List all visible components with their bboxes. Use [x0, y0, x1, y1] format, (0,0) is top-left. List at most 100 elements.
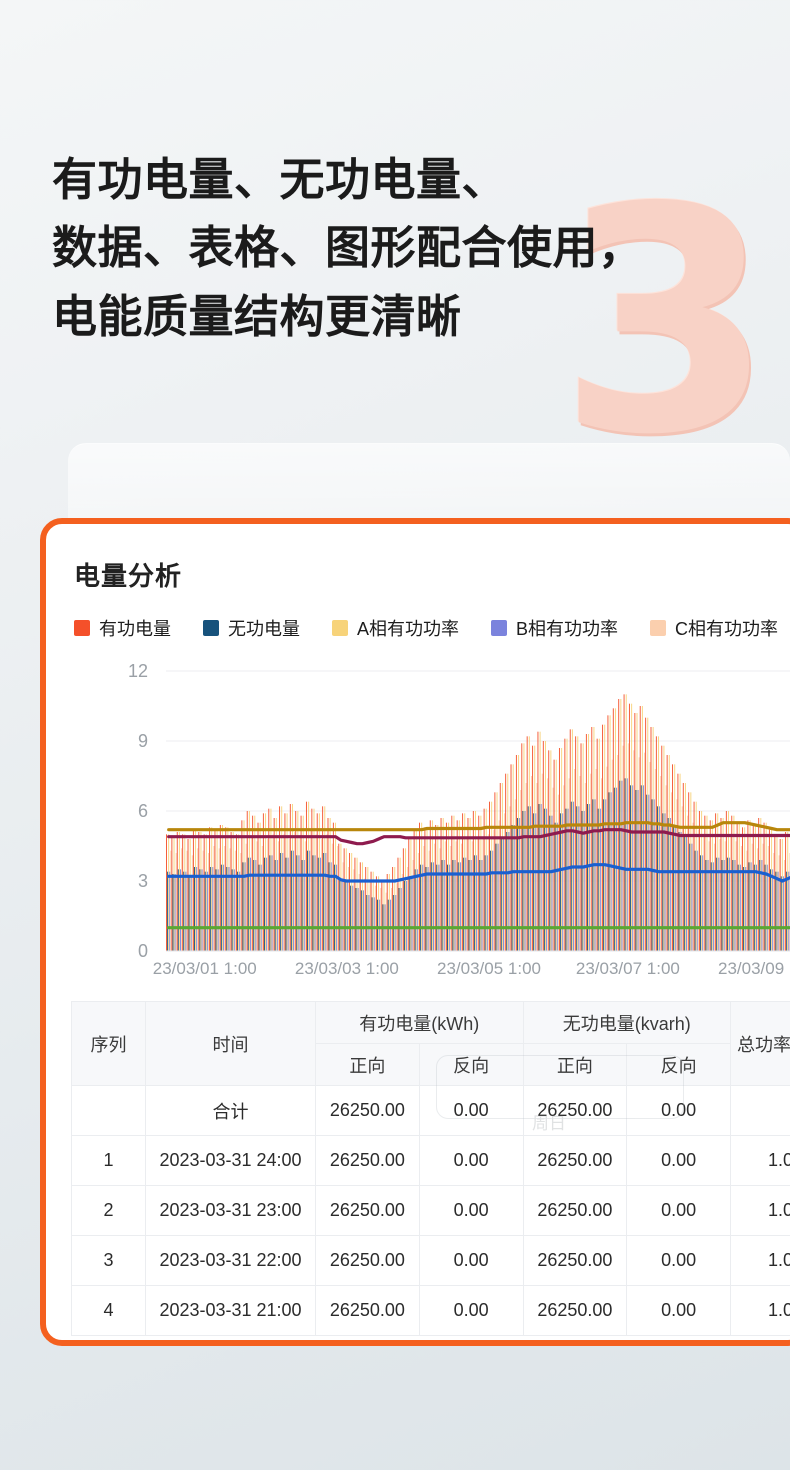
chart-bar [526, 736, 528, 951]
chart-bar [694, 850, 696, 951]
chart-bar [463, 857, 465, 951]
chart-bar [413, 829, 415, 951]
chart-bar [619, 780, 621, 951]
cell-active-reverse: 0.00 [418, 1235, 524, 1286]
chart-bar [199, 869, 201, 951]
chart-bar [522, 811, 524, 951]
chart-bar [256, 841, 258, 951]
chart-bar [561, 748, 563, 951]
chart-bar [373, 897, 375, 951]
x-axis-tick-label: 23/03/03 1:00 [294, 959, 399, 978]
chart-bar [421, 822, 423, 951]
chart-bar [765, 822, 767, 951]
chart-bar [229, 848, 231, 951]
chart-bar [721, 860, 723, 951]
legend-item-3[interactable]: A相有功功率 [332, 615, 459, 641]
chart-bar [385, 892, 387, 951]
legend-item-1[interactable]: 有功电量 [74, 615, 171, 641]
legend-item-5[interactable]: C相有功功率 [650, 615, 778, 641]
chart-bar [508, 832, 510, 951]
chart-bar [340, 843, 342, 951]
chart-bar [633, 750, 635, 951]
chart-bar [360, 890, 362, 951]
chart-bar [270, 808, 272, 951]
chart-bar [337, 846, 339, 951]
chart-bar [180, 869, 181, 951]
chart-bar [234, 850, 236, 951]
chart-bar [193, 867, 195, 951]
chart-bar [403, 881, 405, 951]
chart-bar [461, 843, 462, 951]
chart-bar [402, 848, 404, 951]
chart-bar [420, 864, 422, 951]
chart-bar [674, 764, 676, 951]
table-row[interactable]: 2 2023-03-31 23:00 26250.00 0.00 26250.00 0.0… [71, 1185, 790, 1236]
chart-bar [457, 862, 459, 951]
chart-bar [462, 813, 464, 951]
chart-bar [684, 783, 686, 951]
chart-bar [628, 703, 630, 951]
table-row[interactable]: 4 2023-03-31 21:00 26250.00 0.00 26250.00 0.0… [71, 1285, 790, 1336]
cell-power-factor: 1.0 [730, 1285, 790, 1336]
chart-bar [515, 755, 517, 951]
chart-bar [516, 818, 518, 951]
chart-bar [594, 799, 596, 951]
chart-bar [571, 729, 573, 951]
chart-bar [412, 860, 414, 951]
chart-bar [770, 869, 771, 951]
header-reactive-reverse: 反向 [626, 1043, 731, 1086]
chart-bar [680, 832, 682, 951]
chart-bar [611, 759, 613, 951]
chart-bar [534, 745, 536, 951]
chart-bar [658, 736, 660, 951]
chart-bar [532, 745, 534, 951]
chart-bar [408, 839, 410, 951]
chart-bar [246, 811, 248, 951]
chart-bar [788, 871, 790, 951]
chart-bar [224, 846, 226, 951]
chart-bar [447, 864, 448, 951]
chart-bar [406, 881, 408, 951]
chart-bar [739, 864, 741, 951]
chart-bar [588, 734, 590, 951]
chart-bar [284, 813, 286, 951]
chart-bar [227, 827, 229, 951]
chart-bar [294, 832, 296, 951]
chart-bar [564, 738, 566, 951]
chart-bar [411, 876, 413, 951]
chart-bar [622, 745, 624, 951]
chart-bar [530, 776, 532, 951]
chart-bar [383, 881, 385, 951]
x-axis-tick-label: 23/03/09 1:00 [718, 959, 790, 978]
table-row[interactable]: 1 2023-03-31 24:00 26250.00 0.00 26250.00 0.0… [71, 1135, 790, 1186]
total-reactive-forward: 26250.00 [522, 1085, 628, 1136]
chart-bar [265, 813, 267, 951]
chart-bar [675, 825, 677, 951]
chart-bar [548, 750, 550, 951]
table-header-row-2: 正向 反向 正向 反向 [72, 1043, 790, 1086]
chart-bar [676, 799, 678, 951]
chart-bar [341, 878, 343, 951]
legend-item-2[interactable]: 无功电量 [203, 615, 300, 641]
chart-area: 0 3 6 9 12 周日 [46, 659, 790, 1133]
chart-bar [263, 857, 265, 951]
chart-bar [238, 834, 240, 951]
chart-bar [552, 787, 554, 951]
table-row[interactable]: 3 2023-03-31 22:00 26250.00 0.00 26250.00 0.0… [71, 1235, 790, 1286]
chart-bar [452, 860, 454, 951]
cell-reactive-forward: 26250.00 [522, 1285, 628, 1336]
chart-bar [175, 853, 177, 951]
chart-bar [682, 783, 684, 951]
chart-bar [578, 806, 580, 951]
chart-bar [631, 703, 633, 951]
chart-bar [785, 832, 787, 951]
chart-bar [497, 843, 499, 951]
cell-reactive-forward: 26250.00 [522, 1135, 628, 1186]
chart-bar [715, 813, 717, 951]
chart-bar [709, 820, 711, 951]
chart-bar [190, 876, 192, 951]
chart-bar [202, 850, 204, 951]
legend-item-4[interactable]: B相有功功率 [491, 615, 618, 641]
total-active-reverse: 0.00 [418, 1085, 524, 1136]
chart-bar [441, 860, 443, 951]
